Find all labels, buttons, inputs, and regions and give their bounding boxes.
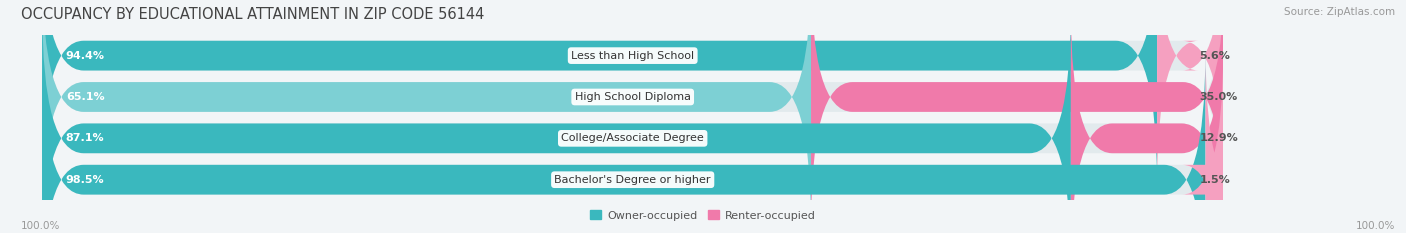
FancyBboxPatch shape	[1071, 8, 1223, 233]
Text: OCCUPANCY BY EDUCATIONAL ATTAINMENT IN ZIP CODE 56144: OCCUPANCY BY EDUCATIONAL ATTAINMENT IN Z…	[21, 7, 485, 22]
FancyBboxPatch shape	[42, 8, 1071, 233]
Text: 5.6%: 5.6%	[1199, 51, 1230, 61]
FancyBboxPatch shape	[42, 50, 1223, 233]
FancyBboxPatch shape	[811, 0, 1225, 227]
Text: Source: ZipAtlas.com: Source: ZipAtlas.com	[1284, 7, 1395, 17]
FancyBboxPatch shape	[42, 8, 1223, 233]
Text: 12.9%: 12.9%	[1199, 133, 1239, 143]
Legend: Owner-occupied, Renter-occupied: Owner-occupied, Renter-occupied	[586, 206, 820, 225]
Text: 100.0%: 100.0%	[21, 221, 60, 231]
Text: 100.0%: 100.0%	[1355, 221, 1395, 231]
Text: 87.1%: 87.1%	[66, 133, 104, 143]
Text: 65.1%: 65.1%	[66, 92, 104, 102]
FancyBboxPatch shape	[42, 0, 1223, 227]
Text: 35.0%: 35.0%	[1199, 92, 1237, 102]
FancyBboxPatch shape	[1157, 0, 1223, 185]
FancyBboxPatch shape	[42, 0, 811, 227]
Text: High School Diploma: High School Diploma	[575, 92, 690, 102]
Text: 1.5%: 1.5%	[1199, 175, 1230, 185]
Text: College/Associate Degree: College/Associate Degree	[561, 133, 704, 143]
Text: 94.4%: 94.4%	[66, 51, 105, 61]
Text: Less than High School: Less than High School	[571, 51, 695, 61]
FancyBboxPatch shape	[42, 50, 1205, 233]
FancyBboxPatch shape	[42, 0, 1223, 185]
FancyBboxPatch shape	[42, 0, 1157, 185]
Text: Bachelor's Degree or higher: Bachelor's Degree or higher	[554, 175, 711, 185]
Text: 98.5%: 98.5%	[66, 175, 104, 185]
FancyBboxPatch shape	[1182, 50, 1247, 233]
